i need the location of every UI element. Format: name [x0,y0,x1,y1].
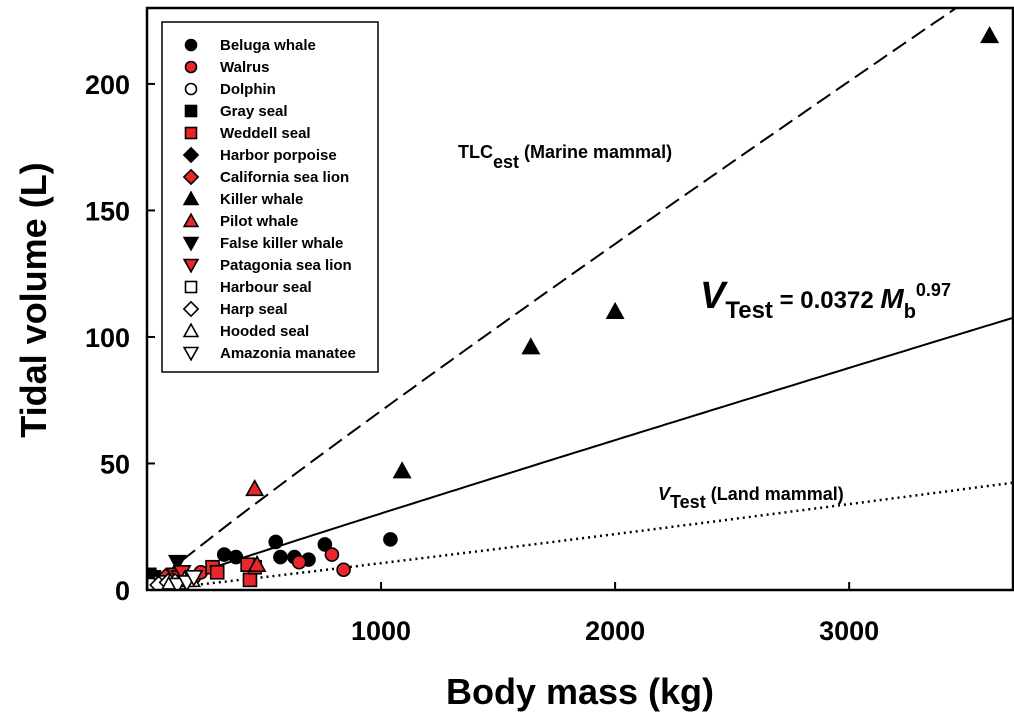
legend-item: Harbor porpoise [182,146,337,164]
eq-v: V [700,275,728,317]
legend-marker [182,236,200,252]
data-point [216,547,232,562]
data-point [273,549,288,565]
legend-marker [184,104,198,118]
data-point [317,537,333,552]
data-point [383,532,398,547]
legend-item: Walrus [184,59,269,76]
legend-marker [184,38,198,52]
legend-label: California sea lion [220,169,349,186]
legend-marker [182,346,200,362]
legend-label: Harp seal [220,301,288,318]
legend-item: Harp seal [182,300,288,318]
tlc-annotation: TLCest (Marine mammal) [458,142,672,172]
legend-item: Hooded seal [182,322,309,340]
legend-marker [184,82,198,96]
data-point [521,337,541,355]
legend-item: False killer whale [182,235,343,252]
legend-item: Dolphin [184,81,276,98]
y-tick-label: 50 [100,449,130,479]
legend-marker [182,322,200,338]
data-point [184,570,204,588]
data-point [336,562,351,578]
eq-v-subscript: Test [725,297,773,324]
plot-frame [145,6,1014,592]
legend: Beluga whale Walrus Dolphin Gray seal Weddel… [182,37,356,362]
legend-label: Walrus [220,59,269,76]
legend-item: Patagonia sea lion [182,257,352,274]
eq-m: M [880,283,904,314]
legend-marker [182,212,200,228]
data-point [245,479,265,497]
eq-superscript: 0.97 [916,280,951,300]
fit-line-dashed [147,8,958,590]
land-mammal-annotation: VTest (Land mammal) [658,484,844,512]
legend-item: Beluga whale [184,37,316,54]
legend-label: False killer whale [220,235,343,252]
legend-item: Harbour seal [184,279,312,296]
legend-label: Killer whale [220,191,303,208]
legend-marker [182,168,200,186]
legend-item: Killer whale [182,190,303,208]
x-tick-label: 2000 [585,616,645,646]
fit-line-dotted [147,481,1013,590]
data-point [242,572,258,588]
y-tick-label: 0 [115,576,130,606]
land-v: V [658,484,672,504]
legend-marker [182,190,200,206]
legend-item: Pilot whale [182,212,298,230]
legend-item: Gray seal [184,103,288,120]
data-points [147,26,1000,590]
legend-label: Harbor porpoise [220,147,337,164]
data-point [167,554,187,572]
tlc-main: TLC [458,142,493,162]
legend-label: Weddell seal [220,125,311,142]
tlc-subscript: est [493,152,519,172]
y-tick-label: 200 [85,70,130,100]
data-point [209,564,225,580]
legend-marker [182,258,200,274]
legend-item: California sea lion [182,168,349,186]
y-axis-title: Tidal volume (L) [13,162,54,437]
data-point [324,547,340,562]
legend-marker [184,126,198,140]
data-point [247,554,267,572]
legend-label: Dolphin [220,81,276,98]
legend-label: Patagonia sea lion [220,257,352,274]
x-tick-label: 1000 [351,616,411,646]
legend-label: Pilot whale [220,213,298,230]
legend-box [161,21,379,373]
legend-item: Weddell seal [184,125,311,142]
data-point [980,26,1000,44]
eq-mid: = 0.0372 [773,287,880,314]
legend-label: Amazonia manatee [220,345,356,362]
data-point [291,554,307,570]
y-tick-label: 150 [85,196,130,226]
legend-marker [184,60,198,74]
land-tail: (Land mammal) [706,484,844,504]
legend-label: Harbour seal [220,279,312,296]
legend-label: Beluga whale [220,37,316,54]
y-tick-label: 100 [85,323,130,353]
x-tick-label: 3000 [819,616,879,646]
legend-marker [184,280,198,294]
legend-label: Gray seal [220,103,288,120]
legend-marker [182,146,200,164]
axis-ticks: 1000 2000 3000 0 50 100 150 200 [85,70,879,646]
data-point [228,549,244,565]
fit-line-solid [147,316,1013,590]
vtest-equation: VTest = 0.0372 Mb0.97 [700,275,951,324]
x-axis-title: Body mass (kg) [446,671,714,712]
tlc-tail: (Marine mammal) [519,142,672,162]
eq-m-subscript: b [904,301,916,323]
data-point [392,461,412,479]
data-point [605,301,625,319]
fit-lines [147,8,1013,590]
legend-marker [182,300,200,318]
legend-label: Hooded seal [220,323,309,340]
land-subscript: Test [670,492,706,512]
data-point [268,534,284,550]
legend-item: Amazonia manatee [182,345,356,362]
